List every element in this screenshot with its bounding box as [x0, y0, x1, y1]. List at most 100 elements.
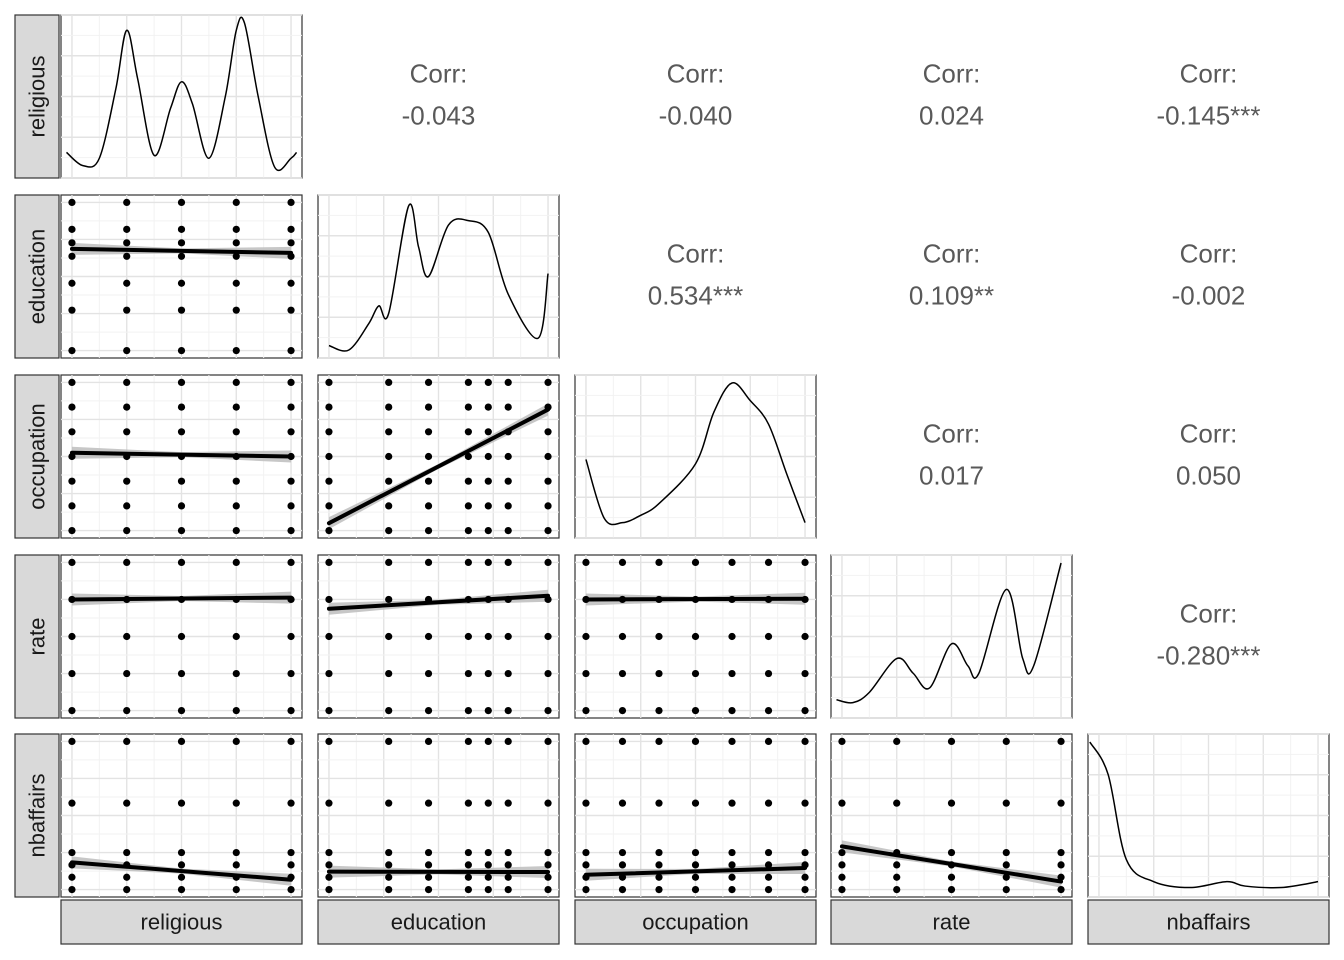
data-point	[385, 452, 393, 461]
data-point	[764, 873, 773, 881]
data-point	[68, 799, 76, 807]
data-point	[385, 595, 393, 604]
data-point	[582, 669, 590, 678]
strip-background	[14, 194, 60, 359]
data-point	[287, 669, 295, 678]
data-point	[68, 306, 76, 314]
density-curve-nbaffairs	[1089, 741, 1319, 889]
data-point	[728, 737, 736, 746]
data-point	[177, 861, 186, 869]
data-point	[728, 669, 736, 678]
data-point	[504, 737, 512, 746]
data-point	[325, 378, 333, 387]
data-point	[947, 848, 956, 857]
row-strip-label: religious	[25, 56, 50, 138]
data-point	[464, 848, 472, 857]
data-point	[655, 885, 663, 894]
data-point	[464, 502, 472, 510]
data-point	[464, 403, 472, 411]
data-point	[1002, 848, 1010, 857]
corr-label: Corr:	[410, 59, 468, 89]
data-point	[582, 861, 590, 869]
data-point	[424, 873, 433, 881]
data-point	[484, 403, 492, 411]
data-point	[544, 706, 552, 715]
data-point	[385, 873, 393, 881]
corr-cell-education-occupation: Corr: 0.534***	[648, 239, 743, 311]
corr-cell-religious-nbaffairs: Corr: -0.145***	[1156, 59, 1260, 131]
data-point	[287, 346, 295, 355]
data-point	[232, 477, 240, 485]
data-point	[484, 861, 492, 869]
data-point	[232, 558, 240, 567]
data-point	[177, 198, 186, 207]
data-point	[618, 706, 627, 715]
data-point	[504, 452, 512, 461]
data-point	[484, 848, 492, 857]
data-point	[464, 428, 472, 436]
data-point	[504, 706, 512, 715]
data-point	[764, 885, 773, 894]
data-point	[287, 737, 295, 746]
data-point	[123, 526, 131, 535]
corr-value: 0.024	[919, 101, 984, 131]
data-point	[68, 706, 76, 715]
data-point	[177, 225, 186, 233]
corr-label: Corr:	[1180, 239, 1238, 269]
data-point	[424, 452, 433, 461]
data-point	[1057, 737, 1065, 746]
data-point	[544, 526, 552, 535]
col-strip-label: nbaffairs	[1167, 910, 1251, 935]
row-strip-label: education	[25, 229, 50, 324]
data-point	[728, 632, 736, 641]
data-point	[287, 502, 295, 510]
data-point	[325, 669, 333, 678]
data-point	[177, 848, 186, 857]
row-strip-education: education	[14, 194, 60, 359]
data-point	[123, 669, 131, 678]
data-point	[385, 428, 393, 436]
data-point	[68, 632, 76, 641]
data-point	[385, 403, 393, 411]
data-point	[123, 428, 131, 436]
data-point	[504, 861, 512, 869]
strip-background	[1087, 899, 1330, 945]
density-curve-religious	[65, 16, 298, 172]
data-point	[424, 885, 433, 894]
data-point	[177, 403, 186, 411]
data-point	[177, 885, 186, 894]
data-point	[618, 861, 627, 869]
scatter-panel-nbaffairs-vs-education	[317, 733, 560, 898]
data-point	[232, 346, 240, 355]
data-point	[764, 558, 773, 567]
data-point	[68, 477, 76, 485]
data-point	[655, 706, 663, 715]
data-point	[385, 378, 393, 387]
data-point	[484, 669, 492, 678]
data-point	[504, 378, 512, 387]
data-point	[232, 526, 240, 535]
data-point	[177, 502, 186, 510]
data-point	[728, 885, 736, 894]
corr-label: Corr:	[667, 59, 725, 89]
data-point	[68, 669, 76, 678]
data-point	[68, 526, 76, 535]
data-point	[504, 558, 512, 567]
data-point	[801, 885, 809, 894]
data-point	[618, 632, 627, 641]
data-point	[801, 737, 809, 746]
data-point	[123, 198, 131, 207]
scatter-panel-rate-vs-occupation	[574, 554, 817, 719]
data-point	[287, 403, 295, 411]
data-point	[893, 873, 901, 881]
data-point	[177, 632, 186, 641]
data-point	[544, 873, 552, 881]
scatter-panel-nbaffairs-vs-rate	[830, 733, 1073, 898]
corr-value: -0.145***	[1156, 101, 1260, 131]
corr-label: Corr:	[1180, 419, 1238, 449]
data-point	[764, 706, 773, 715]
data-point	[68, 346, 76, 355]
data-point	[325, 595, 333, 604]
data-point	[68, 239, 76, 247]
